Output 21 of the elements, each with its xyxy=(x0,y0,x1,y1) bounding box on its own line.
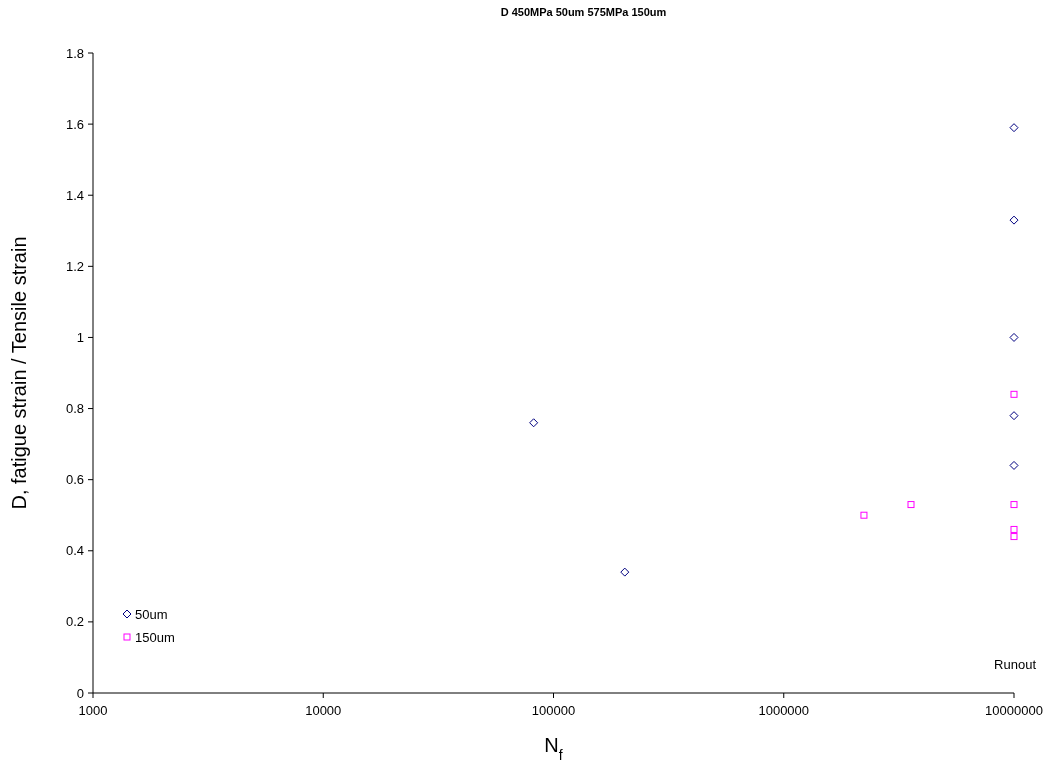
y-tick-label: 0 xyxy=(76,685,84,701)
legend-label: 150um xyxy=(135,629,175,645)
x-tick-label: 100000 xyxy=(531,703,576,718)
annotation: Runout xyxy=(994,657,1037,672)
x-tick-label: 10000000 xyxy=(985,703,1043,718)
chart-title: D 450MPa 50um 575MPa 150um xyxy=(500,6,667,18)
x-tick-label: 1000 xyxy=(78,703,108,718)
y-tick-label: 0.4 xyxy=(65,543,84,559)
y-tick-label: 0.2 xyxy=(65,614,84,630)
x-tick-label: 10000 xyxy=(305,703,342,718)
y-tick-label: 1 xyxy=(76,329,84,345)
x-axis-title: N$_{f}$ xyxy=(544,734,563,763)
y-tick-label: 1.4 xyxy=(65,187,84,203)
y-tick-label: 0.8 xyxy=(65,401,84,417)
y-tick-label: 1.6 xyxy=(65,116,84,132)
y-tick-label: 1.2 xyxy=(65,258,84,274)
y-tick-label: 0.6 xyxy=(65,472,84,488)
y-axis-title: D, fatigue strain / Tensile strain xyxy=(8,236,30,510)
y-tick-label: 1.8 xyxy=(65,45,84,61)
x-tick-label: 1000000 xyxy=(758,703,810,718)
legend-label: 50um xyxy=(135,606,168,622)
